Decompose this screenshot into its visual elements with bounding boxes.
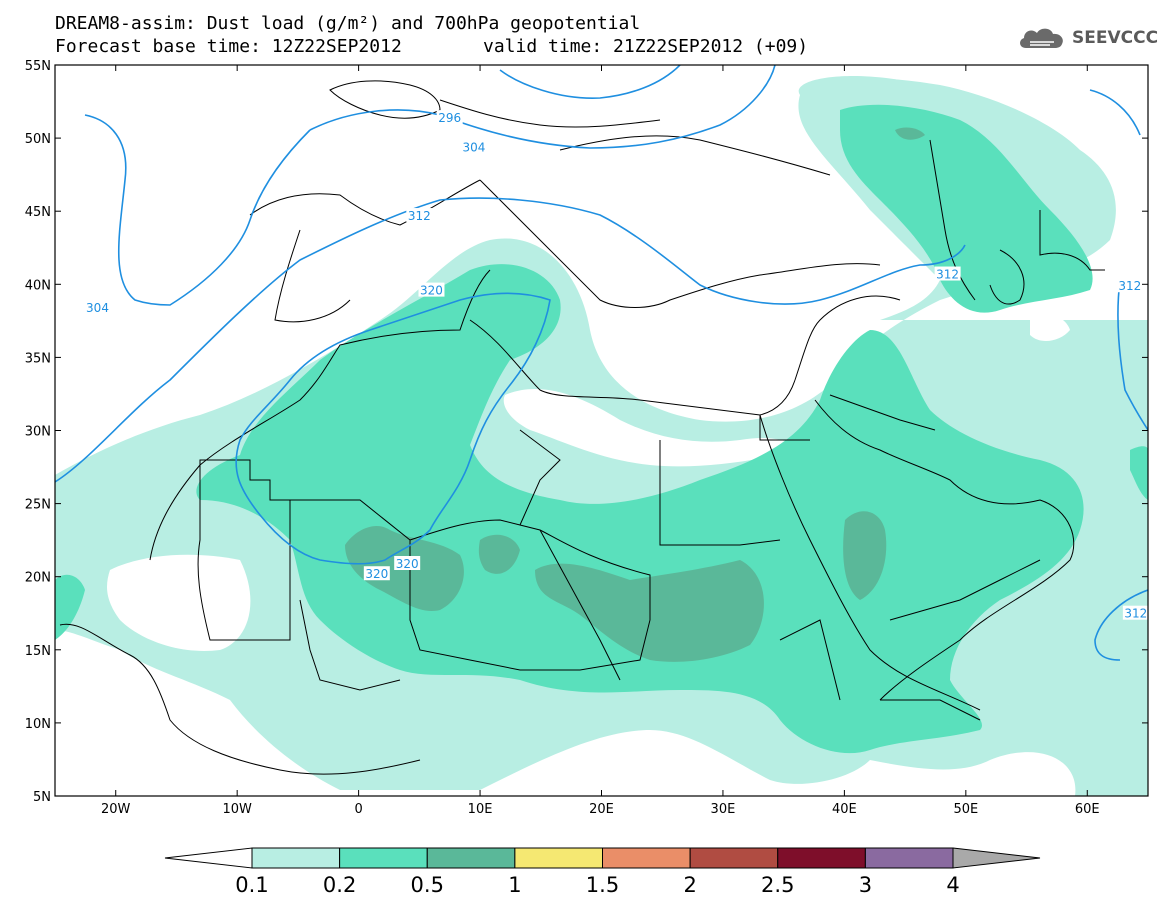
contour-label: 304 bbox=[86, 301, 109, 315]
map-area: 296 304 304 312 312 312 312 320 320 320 bbox=[55, 65, 1148, 796]
contour-label-bg bbox=[460, 139, 487, 154]
map-title: DREAM8-assim: Dust load (g/m²) and 700hP… bbox=[55, 13, 641, 34]
dust-level-medium bbox=[55, 104, 1148, 754]
contour-312 bbox=[55, 197, 966, 483]
lat-tick-label: 5N bbox=[33, 790, 51, 805]
contour-label: 312 bbox=[1124, 607, 1147, 621]
lat-tick-label: 15N bbox=[25, 644, 51, 659]
colorbar-high-end bbox=[952, 847, 1041, 869]
lat-tick-label: 30N bbox=[25, 425, 51, 440]
contour-label-bg bbox=[406, 208, 433, 223]
lon-tick-label: 20W bbox=[101, 802, 131, 817]
contour-label: 296 bbox=[438, 111, 461, 125]
longitude-axis: 20W 10W 0 10E 20E 30E 40E 50E 60E bbox=[101, 65, 1100, 817]
contour-312-east bbox=[1117, 279, 1148, 431]
seevccc-logo: SEEVCCC bbox=[1016, 24, 1158, 52]
lon-tick-label: 10W bbox=[222, 802, 252, 817]
colorbar-label: 4 bbox=[946, 873, 959, 897]
colorbar-low-end bbox=[164, 847, 253, 869]
contour-label: 304 bbox=[463, 140, 486, 154]
lon-tick-label: 30E bbox=[711, 802, 736, 817]
colorbar-label: 0.2 bbox=[323, 873, 356, 897]
colorbar-segment bbox=[251, 847, 341, 869]
contour-312-ne bbox=[1089, 89, 1141, 136]
lat-tick-label: 55N bbox=[25, 59, 51, 74]
contour-label-bg bbox=[1122, 605, 1148, 620]
colorbar-label: 3 bbox=[859, 873, 872, 897]
lon-tick-label: 40E bbox=[832, 802, 857, 817]
lat-tick-label: 25N bbox=[25, 498, 51, 513]
colorbar-segment bbox=[602, 847, 691, 869]
contour-label-bg bbox=[1116, 278, 1143, 293]
colorbar: 0.1 0.2 0.5 1 1.5 2 2.5 3 4 bbox=[164, 847, 1041, 897]
contour-label: 320 bbox=[396, 557, 419, 571]
contour-label: 320 bbox=[420, 284, 443, 298]
contour-label: 312 bbox=[1118, 279, 1141, 293]
colorbar-label: 2 bbox=[683, 873, 696, 897]
lon-tick-label: 10E bbox=[468, 802, 493, 817]
contour-312-far-east bbox=[1094, 589, 1148, 661]
geopotential-contours bbox=[55, 65, 1148, 661]
colorbar-label: 0.1 bbox=[235, 873, 268, 897]
contour-label-bg bbox=[84, 300, 111, 315]
colorbar-segment bbox=[339, 847, 428, 869]
lat-tick-label: 10N bbox=[25, 717, 51, 732]
contour-296 bbox=[499, 65, 681, 99]
colorbar-segment bbox=[864, 847, 954, 869]
dust-load-map: 296 304 304 312 312 312 312 320 320 320 20W 10W 0 10… bbox=[25, 59, 1149, 817]
valid-time: valid time: 21Z22SEP2012 (+09) bbox=[483, 36, 809, 57]
contour-label: 312 bbox=[936, 268, 959, 282]
colorbar-label: 0.5 bbox=[411, 873, 444, 897]
coastlines-borders bbox=[59, 80, 1105, 775]
lat-tick-label: 40N bbox=[25, 278, 51, 293]
colorbar-segment bbox=[426, 847, 516, 869]
dust-free-areas bbox=[107, 314, 1070, 651]
colorbar-segment bbox=[777, 847, 866, 869]
lon-tick-label: 60E bbox=[1075, 802, 1100, 817]
colorbar-label: 1 bbox=[508, 873, 521, 897]
lat-tick-label: 35N bbox=[25, 351, 51, 366]
colorbar-label: 2.5 bbox=[761, 873, 794, 897]
lat-tick-label: 50N bbox=[25, 132, 51, 147]
contour-label-bg bbox=[418, 282, 445, 297]
lat-tick-label: 45N bbox=[25, 205, 51, 220]
colorbar-labels: 0.1 0.2 0.5 1 1.5 2 2.5 3 4 bbox=[235, 873, 959, 897]
lat-tick-label: 20N bbox=[25, 571, 51, 586]
contour-304-north bbox=[309, 65, 776, 149]
colorbar-segment bbox=[689, 847, 779, 869]
contour-label-bg bbox=[394, 556, 421, 571]
contour-label-bg bbox=[436, 110, 463, 125]
contour-label: 312 bbox=[408, 209, 431, 223]
latitude-axis: 55N 50N 45N 40N 35N 30N 25N 20N 15N 10N 5N bbox=[25, 59, 1148, 805]
forecast-base-time: Forecast base time: 12Z22SEP2012 bbox=[55, 36, 402, 57]
logo-text: SEEVCCC bbox=[1072, 28, 1159, 48]
contour-label-bg bbox=[934, 266, 961, 281]
lon-tick-label: 20E bbox=[589, 802, 614, 817]
contour-304-west bbox=[84, 114, 311, 306]
lon-tick-label: 50E bbox=[953, 802, 978, 817]
colorbar-label: 1.5 bbox=[586, 873, 619, 897]
contour-320 bbox=[235, 292, 551, 565]
contour-label: 320 bbox=[365, 567, 388, 581]
colorbar-segment bbox=[514, 847, 603, 869]
contour-labels: 296 304 304 312 312 312 312 320 320 320 bbox=[84, 110, 1148, 621]
lon-tick-label: 0 bbox=[354, 802, 362, 817]
colorbar-segments bbox=[164, 847, 1041, 869]
contour-label-bg bbox=[363, 566, 390, 581]
cloud-icon bbox=[1020, 28, 1063, 48]
